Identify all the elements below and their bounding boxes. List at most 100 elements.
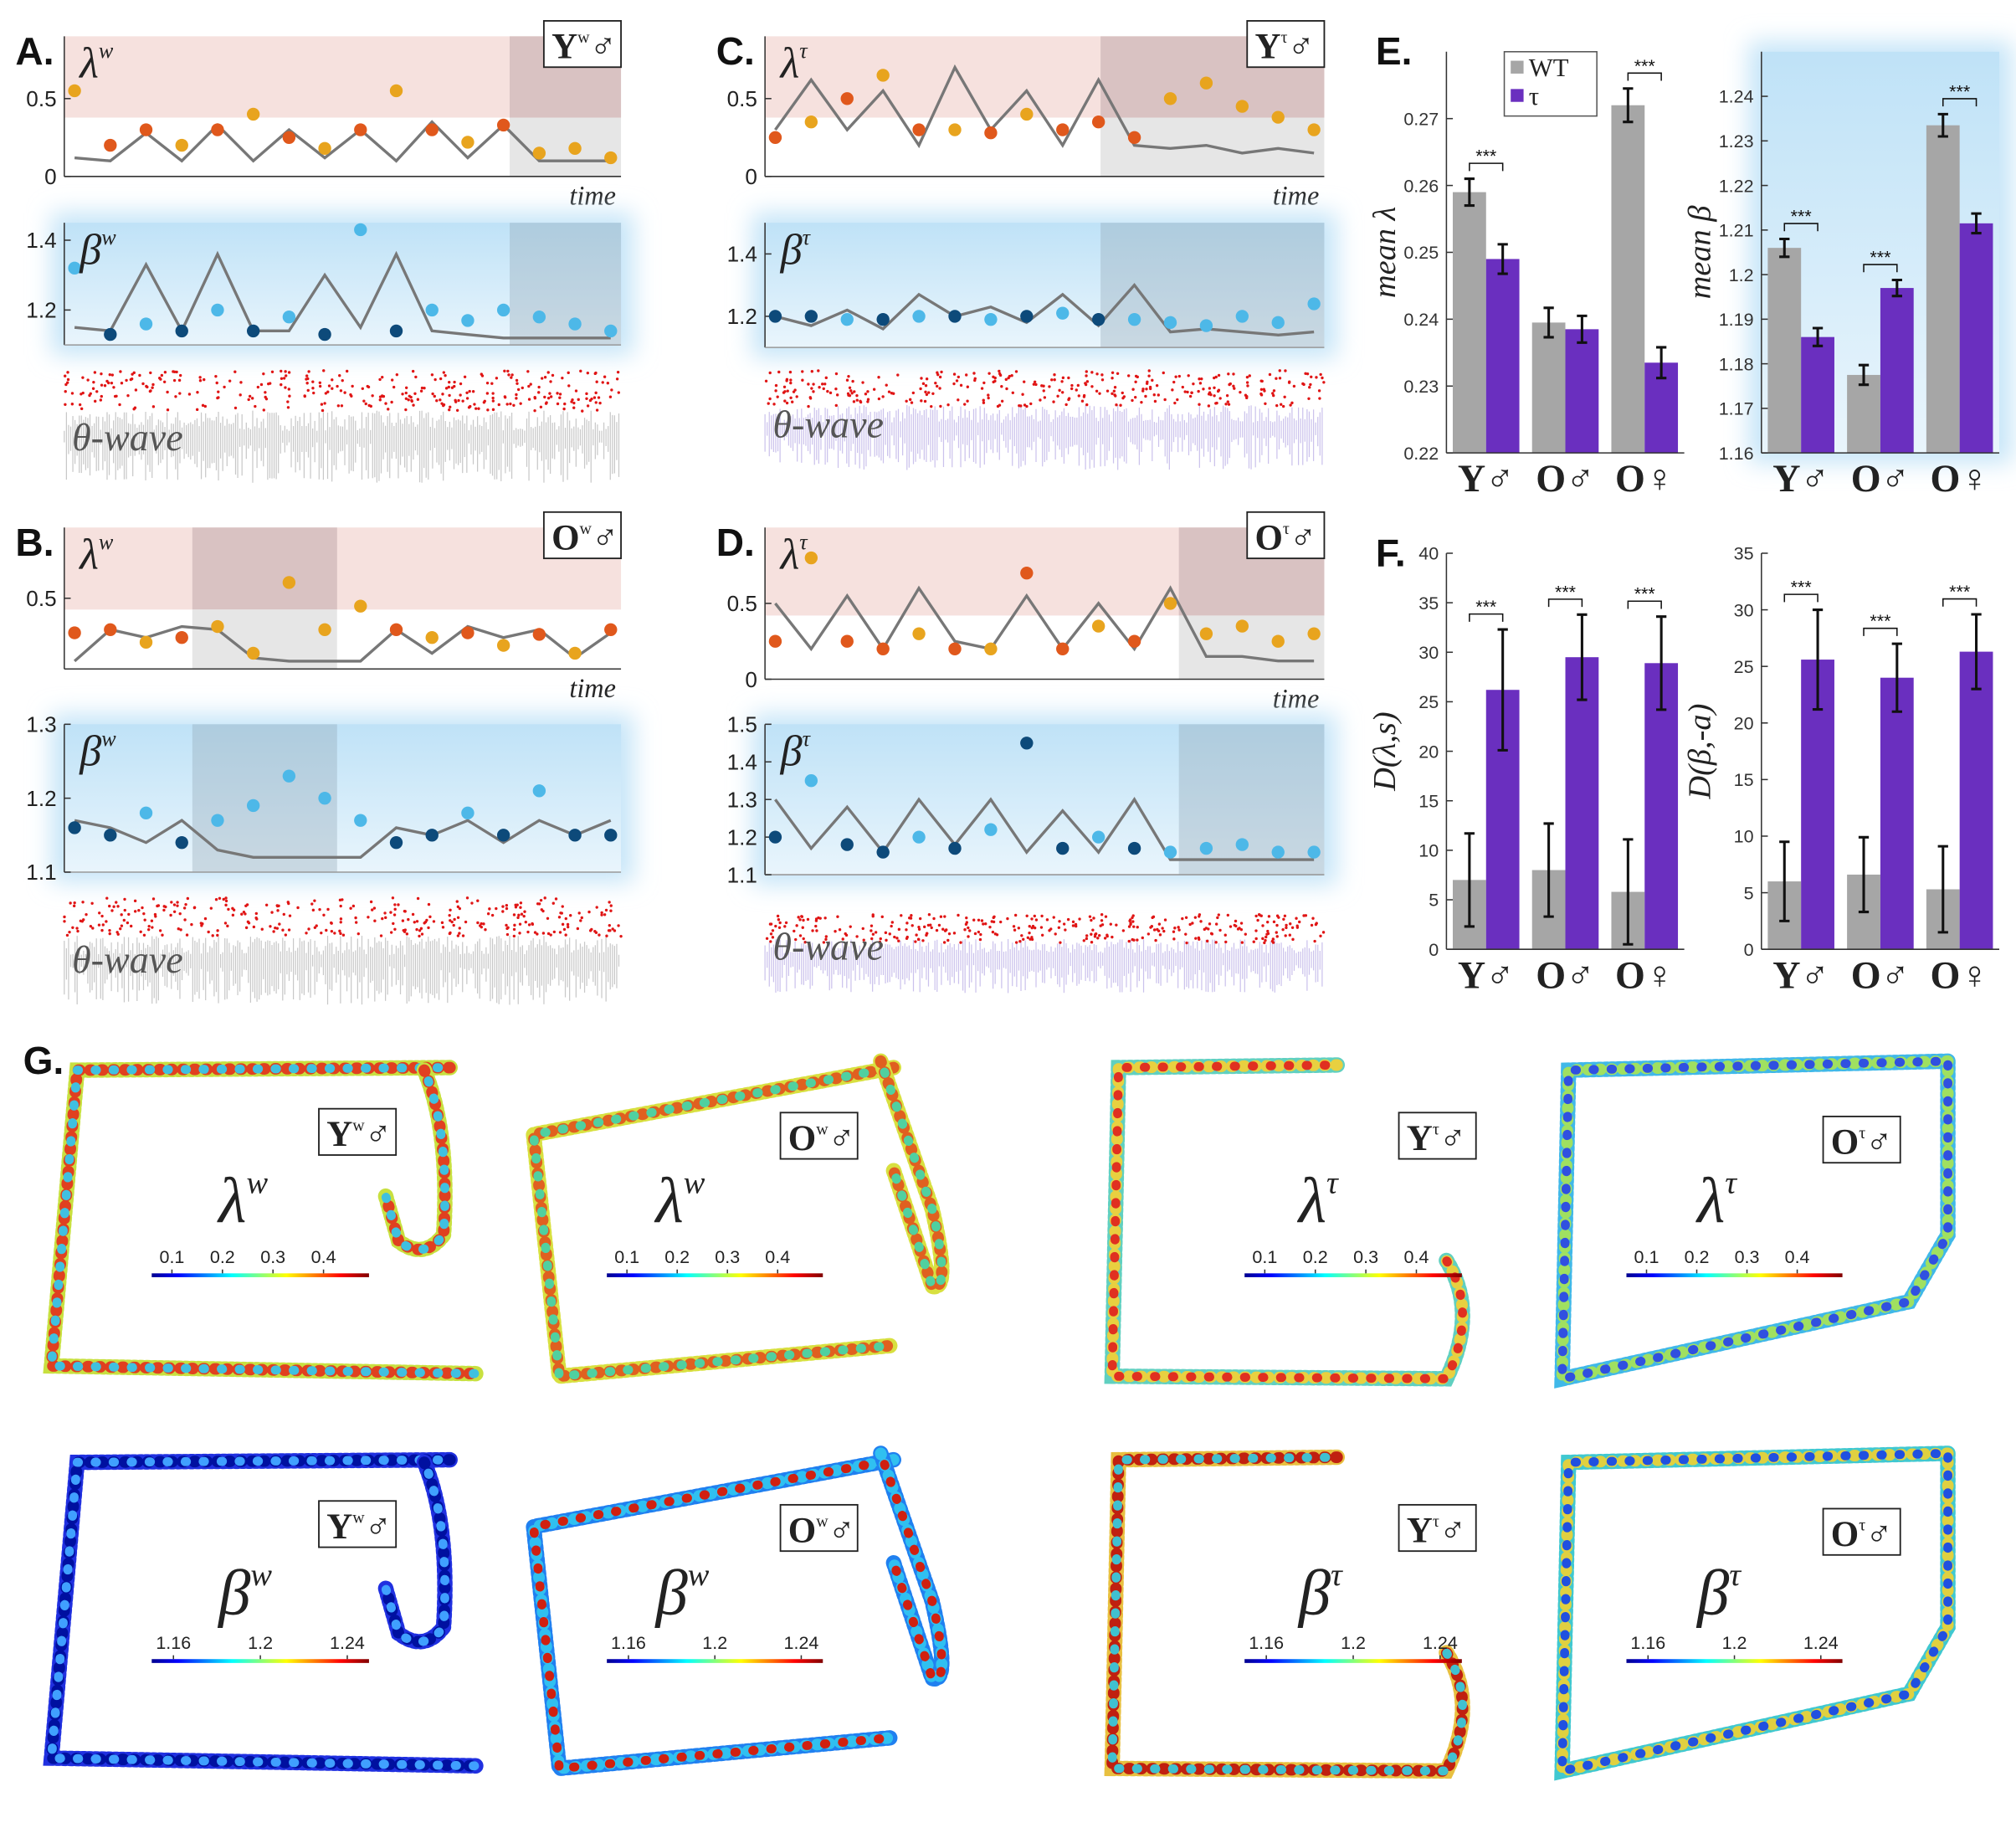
x-tick-label: O♀ [1615, 457, 1674, 500]
theta-spike [505, 403, 509, 406]
theta-spike [175, 370, 178, 374]
y-tick-label: 40 [1418, 544, 1439, 564]
theta-spike [1085, 934, 1089, 937]
dot [282, 311, 296, 324]
theta-spike [566, 925, 570, 929]
theta-spike [403, 930, 407, 933]
theta-spike [1217, 373, 1221, 377]
theta-spike [178, 911, 182, 916]
theta-spike [1213, 394, 1216, 398]
theta-spike [112, 905, 115, 908]
theta-spike [413, 921, 416, 924]
theta-spike [505, 923, 508, 927]
theta-spike [828, 391, 833, 395]
theta-spike [1014, 941, 1018, 944]
theta-spike [834, 372, 839, 376]
theta-spike [1057, 926, 1061, 929]
theta-spike [890, 392, 894, 395]
theta-spike [80, 920, 84, 923]
theta-spike [404, 408, 408, 412]
y-tick-label: 5 [1744, 883, 1754, 903]
theta-spike [777, 926, 782, 929]
theta-spike [176, 901, 179, 904]
theta-spike [1275, 377, 1278, 380]
theta-spike [1013, 928, 1017, 932]
badge-box [318, 1107, 398, 1156]
theta-spike [313, 926, 317, 929]
theta-spike [129, 924, 133, 928]
theta-spike [311, 380, 315, 383]
theta-spike [786, 389, 789, 393]
theta-spike [1202, 388, 1205, 391]
superscript: w [688, 1558, 710, 1593]
theta-spike [392, 922, 395, 926]
theta-spike [1238, 927, 1241, 930]
y-tick-label: 1.16 [1719, 444, 1754, 464]
theta-spike [925, 393, 929, 397]
dot [246, 324, 260, 338]
theta-spike [1287, 381, 1291, 384]
theta-spike [1271, 937, 1275, 941]
theta-spike [866, 390, 869, 393]
theta-spike [162, 908, 166, 912]
theta-spike [1157, 922, 1162, 926]
theta-spike [801, 378, 804, 382]
theta-spike [231, 913, 235, 917]
theta-spike [817, 369, 820, 372]
theta-spike [137, 909, 141, 912]
bar [1880, 288, 1914, 454]
colorbar-tick-label: 1.2 [1722, 1633, 1747, 1653]
y-tick-label: 25 [1734, 657, 1754, 677]
theta-spike [533, 931, 537, 934]
theta-spike [272, 930, 275, 933]
badge-letter: O [551, 518, 579, 557]
colorbar-tick-label: 1.24 [330, 1633, 365, 1653]
theta-spike [987, 396, 990, 400]
theta-spike [785, 401, 789, 405]
theta-spike [562, 407, 566, 411]
theta-spike [977, 930, 981, 934]
theta-spike [1261, 937, 1264, 941]
theta-spike [968, 929, 972, 932]
dot [948, 841, 962, 855]
theta-spike [90, 901, 94, 905]
bar [1959, 223, 1993, 454]
theta-spike [834, 403, 838, 408]
theta-spike [453, 380, 456, 384]
theta-spike [1075, 388, 1078, 392]
theta-spike [403, 909, 407, 913]
theta-spike [1145, 388, 1148, 391]
badge-letter: O [788, 1511, 816, 1550]
theta-spike [608, 923, 612, 927]
theta-spike [112, 386, 115, 389]
dot [1127, 841, 1141, 855]
theta-spike [288, 394, 291, 398]
theta-spike [571, 398, 574, 402]
dot [282, 576, 296, 589]
theta-spike [1144, 394, 1147, 398]
y-tick-label: 1.2 [1729, 265, 1754, 285]
theta-spike [566, 922, 570, 927]
theta-spike [311, 387, 315, 390]
theta-spike [1147, 374, 1151, 377]
theta-spike [442, 371, 446, 374]
theta-spike [1244, 393, 1248, 397]
theta-spike [1100, 923, 1105, 927]
theta-spike [126, 921, 130, 925]
theta-spike [920, 399, 923, 403]
theta-spike [126, 393, 130, 398]
theta-spike [81, 376, 85, 379]
theta-spike [85, 912, 88, 916]
theta-spike [1033, 380, 1037, 383]
theta-spike [269, 925, 272, 928]
theta-spike [151, 926, 154, 929]
theta-spike [1082, 939, 1085, 942]
x-tick-label: O♀ [1930, 457, 1988, 500]
theta-spike [139, 930, 142, 933]
theta-spike [282, 377, 286, 380]
colorbar-tick-label: 0.1 [614, 1247, 639, 1267]
theta-spike [1321, 931, 1326, 934]
theta-spike [1096, 937, 1100, 940]
map-symbol: βτ [1297, 1557, 1343, 1628]
dot [282, 131, 296, 144]
